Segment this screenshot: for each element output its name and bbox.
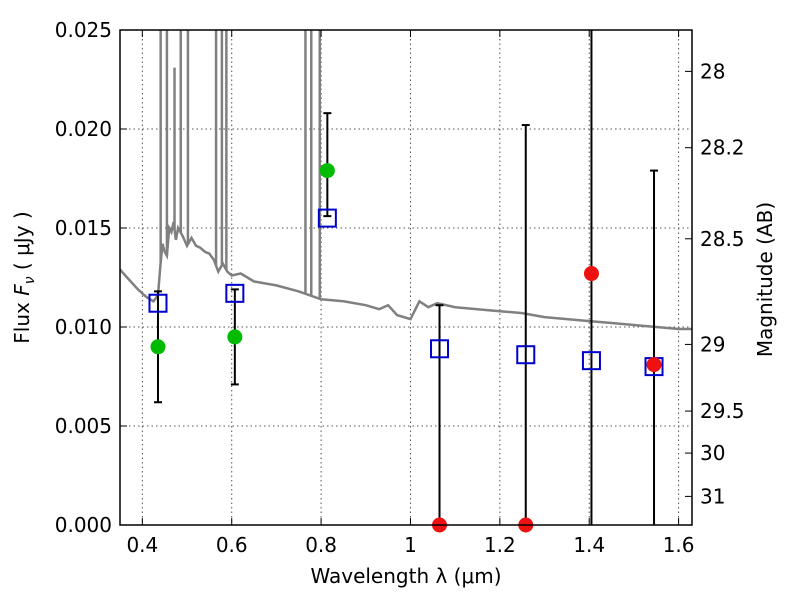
y-axis-label: Flux Fν ( μJy ) [10, 211, 38, 343]
model-point [581, 351, 601, 371]
y-axis-label-units: ( μJy ) [10, 211, 34, 276]
mag-tick-label: 31 [700, 484, 725, 508]
errorbars [153, 30, 659, 525]
x-tick-label: 1.6 [663, 533, 695, 557]
y-axis-label-subscript: ν [22, 276, 38, 284]
y-tick-label: 0.015 [55, 216, 112, 240]
x-tick-label: 0.4 [126, 533, 158, 557]
nondetection-point [583, 266, 599, 282]
nondetection-point [646, 357, 662, 373]
y-tick-label: 0.005 [55, 414, 112, 438]
x-tick-label: 1.4 [573, 533, 605, 557]
x-tick-label: 0.6 [216, 533, 248, 557]
model-point [317, 208, 337, 228]
y-tick-label: 0.020 [55, 117, 112, 141]
mag-tick-label: 30 [700, 441, 725, 465]
mag-tick-label: 28.2 [700, 136, 745, 160]
model-point [516, 345, 536, 365]
detection-point [319, 163, 335, 179]
plot-frame [119, 29, 693, 526]
x-axis-label: Wavelength λ (μm) [310, 564, 501, 588]
detection-point [150, 339, 166, 355]
y-tick-label: 0.000 [55, 513, 112, 537]
y-axis-label-prefix: Flux [10, 296, 34, 344]
mag-tick-label: 29 [700, 332, 725, 356]
mag-tick-label: 28.5 [700, 227, 745, 251]
y-axis-label-symbol: F [10, 284, 34, 296]
ticks: 0.4 0.6 0.8 1 1.2 1.4 1.6 0.000 0.005 0.010 0.015 0… [55, 18, 745, 557]
y2-axis-label: Magnitude (AB) [753, 202, 777, 357]
y-tick-label: 0.025 [55, 18, 112, 42]
mag-tick-label: 29.5 [700, 399, 745, 423]
model-point [148, 293, 168, 313]
model-point [225, 283, 245, 303]
spectrum-line [120, 221, 692, 331]
grid [120, 30, 692, 525]
spectrum-series [120, 30, 692, 331]
mag-tick-label: 28 [700, 59, 725, 83]
model-point [430, 339, 450, 359]
detection-point [227, 329, 243, 345]
x-tick-label: 0.8 [305, 533, 337, 557]
y-tick-label: 0.010 [55, 315, 112, 339]
x-tick-label: 1 [404, 533, 417, 557]
x-tick-label: 1.2 [484, 533, 516, 557]
